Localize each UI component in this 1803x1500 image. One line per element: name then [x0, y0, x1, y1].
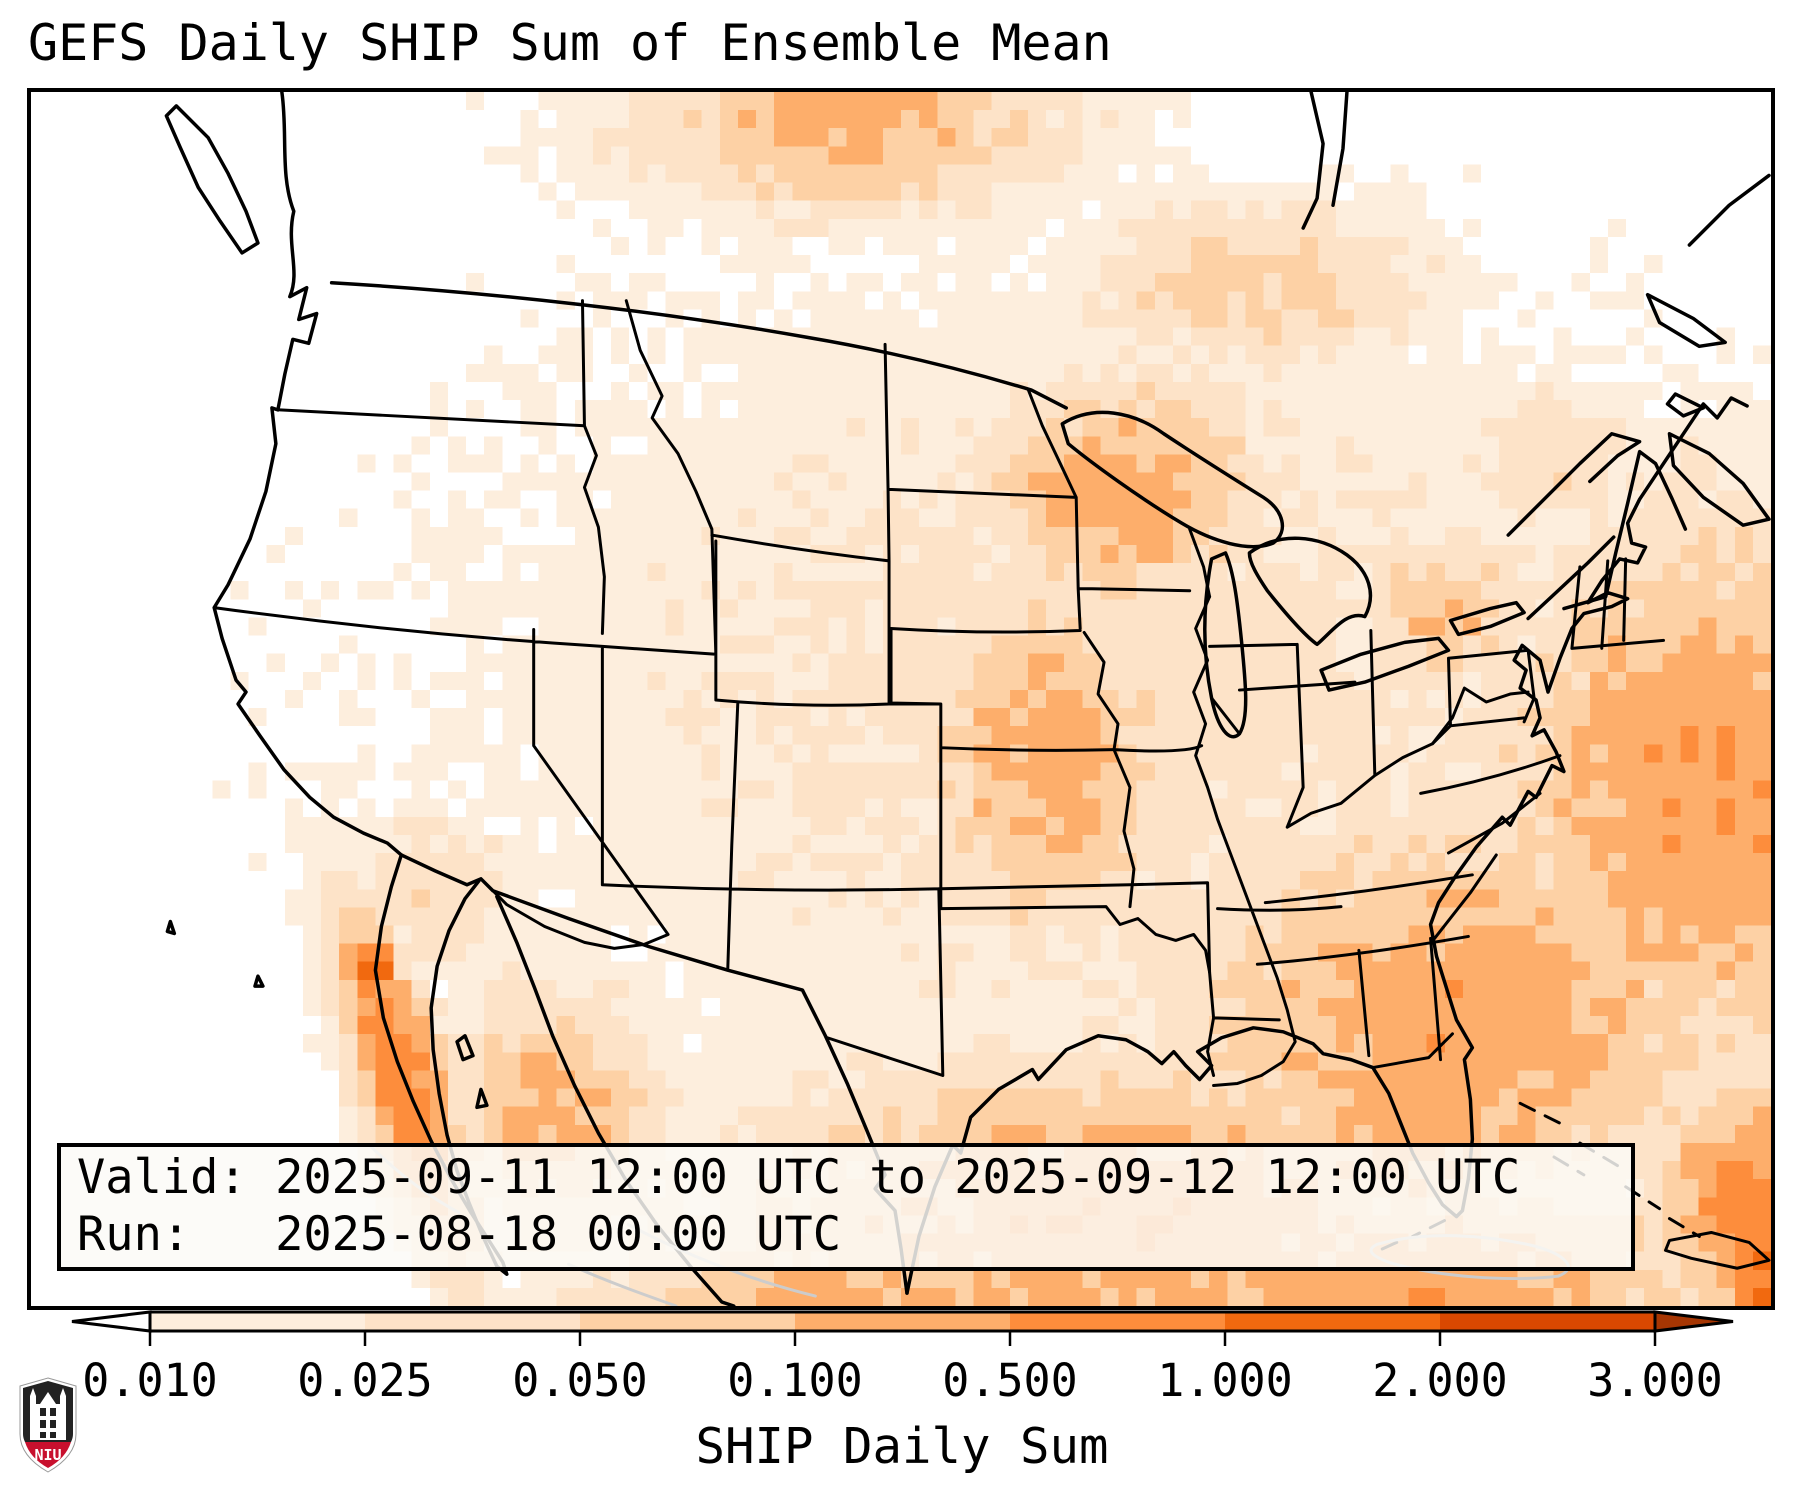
map-outline-layer — [164, 92, 1771, 1306]
colorbar: 0.010 0.025 0.050 0.100 0.500 1.000 2.000 3.000 — [71, 1310, 1734, 1407]
cuba-east-coast — [1663, 1230, 1771, 1270]
logo-text: NIU — [34, 1446, 61, 1464]
colorbar-label: SHIP Daily Sum — [695, 1418, 1109, 1475]
colorbar-segment — [1010, 1312, 1226, 1331]
state-borders-south-east — [1255, 557, 1665, 1070]
colorbar-over-arrow — [1653, 1310, 1734, 1333]
vancouver-island — [164, 104, 260, 255]
lake-ontario — [1448, 600, 1526, 637]
sonora-coastline — [495, 894, 736, 1306]
baja-peninsula — [373, 853, 509, 1276]
valid-line: Valid: 2025-09-11 12:00 UTC to 2025-09-1… — [77, 1150, 1521, 1205]
colorbar-tick-label: 0.010 — [82, 1354, 217, 1407]
colorbar-tick-label: 0.025 — [297, 1354, 432, 1407]
colorbar-tick-label: 0.050 — [512, 1354, 647, 1407]
logo-castle-icon — [30, 1388, 66, 1440]
lake-erie — [1319, 636, 1451, 692]
valid-run-info-box: Valid: 2025-09-11 12:00 UTC to 2025-09-1… — [57, 1143, 1635, 1271]
colorbar-tick-label: 1.000 — [1157, 1354, 1292, 1407]
colorbar-tick-label: 0.500 — [942, 1354, 1077, 1407]
pacific-coastline — [212, 92, 404, 857]
colorbar-segment — [365, 1312, 581, 1331]
lake-superior — [1060, 410, 1284, 549]
newfoundland-coast — [1687, 173, 1771, 247]
state-borders-midwest — [1082, 595, 1452, 1087]
st-lawrence-border — [1526, 535, 1616, 621]
plot-title: GEFS Daily SHIP Sum of Ensemble Mean — [28, 14, 1112, 72]
colorbar-segment — [580, 1312, 796, 1331]
colorbar-tick-label: 0.100 — [727, 1354, 862, 1407]
run-line: Run: 2025-08-18 00:00 UTC — [77, 1207, 842, 1262]
canada-border — [329, 281, 1068, 410]
logo-band-red — [25, 1442, 71, 1468]
st-lawrence-north-shore — [1506, 432, 1642, 537]
anticosti-island — [1645, 292, 1727, 349]
lake-huron — [1247, 536, 1373, 647]
maine-border — [1562, 449, 1688, 611]
gulf-california-islands — [455, 1034, 489, 1110]
logo-castle-windows — [40, 1408, 56, 1438]
state-borders-west — [212, 299, 1212, 1078]
colorbar-segment — [1225, 1312, 1441, 1331]
colorbar-segment — [795, 1312, 1011, 1331]
james-bay — [1301, 92, 1349, 230]
colorbar-tick-label: 3.000 — [1587, 1354, 1722, 1407]
colorbar-outline — [150, 1310, 1655, 1333]
colorbar-tick-label: 2.000 — [1372, 1354, 1507, 1407]
niu-logo: NIU — [19, 1377, 77, 1473]
colorbar-segment — [150, 1312, 366, 1331]
colorbar-segment — [1440, 1312, 1656, 1331]
nova-scotia — [1667, 432, 1771, 527]
prince-edward-island — [1665, 392, 1706, 418]
gulf-atlantic-coastline — [905, 396, 1749, 1295]
pacific-islets — [165, 919, 265, 988]
colorbar-under-arrow — [71, 1310, 152, 1333]
map-axes — [27, 88, 1775, 1310]
